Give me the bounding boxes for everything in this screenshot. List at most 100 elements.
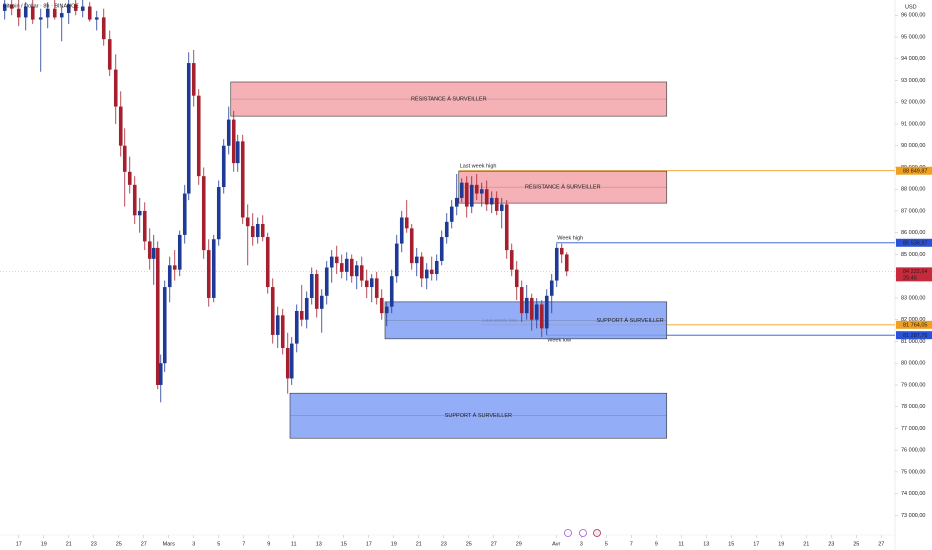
candle-body xyxy=(2,4,7,11)
icon[interactable] xyxy=(593,529,601,537)
candle-body xyxy=(206,250,211,298)
candle-body xyxy=(519,287,524,314)
x-tick-label: 17 xyxy=(16,541,22,547)
x-tick-label: 11 xyxy=(678,541,684,547)
candle-body xyxy=(270,287,275,335)
candle-body xyxy=(359,265,364,281)
candle-body xyxy=(509,250,514,270)
candle-body xyxy=(87,6,92,20)
candle-body xyxy=(280,315,285,348)
candle-body xyxy=(122,145,127,172)
level-price-box xyxy=(896,320,932,329)
candle-body xyxy=(319,295,324,309)
candle-body xyxy=(107,39,112,70)
x-tick-label: 25 xyxy=(116,541,122,547)
candle-body xyxy=(177,234,182,270)
icon[interactable] xyxy=(579,529,587,537)
candle-body xyxy=(151,247,156,259)
candle-body xyxy=(369,278,374,288)
y-tick-label: 76 000,00 xyxy=(901,448,925,454)
y-tick-label: 80 000,00 xyxy=(901,361,925,367)
candle-body xyxy=(235,141,240,164)
candle-body xyxy=(289,343,294,379)
x-tick-label: 27 xyxy=(491,541,497,547)
level-price: 88 849,87 xyxy=(903,168,927,174)
y-tick-label: 87 000,00 xyxy=(901,208,925,214)
level-label: Week high xyxy=(557,236,583,242)
candle-body xyxy=(167,265,172,288)
candle-body xyxy=(113,69,118,107)
level-price-box xyxy=(896,238,932,247)
x-tick-label: 15 xyxy=(728,541,734,547)
candle-body xyxy=(158,363,163,385)
y-tick-label: 91 000,00 xyxy=(901,121,925,127)
candle-body xyxy=(364,280,369,288)
zone-label: SUPPORT À SURVEILLER xyxy=(597,317,664,324)
candle-body xyxy=(245,217,250,227)
candle-body xyxy=(399,217,404,244)
candle-body xyxy=(419,256,424,279)
candle-body xyxy=(309,274,314,298)
y-tick-label: 90 000,00 xyxy=(901,143,925,149)
x-tick-label: 7 xyxy=(630,541,633,547)
zone-label: RÉSISTANCE À SURVEILLER xyxy=(525,184,601,191)
candle-body xyxy=(299,310,304,320)
y-tick-label: 95 000,00 xyxy=(901,34,925,40)
candle-body xyxy=(294,310,299,344)
candle-body xyxy=(285,347,290,379)
current-price: 84 222,64 xyxy=(903,269,927,275)
candle-body xyxy=(379,297,384,314)
level-label: Week low xyxy=(547,338,571,344)
level-price-box xyxy=(896,331,932,340)
y-tick-label: 77 000,00 xyxy=(901,426,925,432)
candle-body xyxy=(559,247,564,255)
candle-body xyxy=(439,237,444,261)
candle-body xyxy=(59,13,64,18)
x-tick-label: 25 xyxy=(466,541,472,547)
chart-title: Bitcoin / Dollar · 8h · BINANCE xyxy=(3,3,79,9)
y-tick-label: 79 000,00 xyxy=(901,382,925,388)
candle-body xyxy=(142,210,147,242)
x-tick-label: 17 xyxy=(753,541,759,547)
candle-body xyxy=(127,171,132,185)
candle-body xyxy=(80,6,85,11)
x-tick-label: 15 xyxy=(341,541,347,547)
candle-body xyxy=(349,258,354,277)
y-tick-label: 75 000,00 xyxy=(901,469,925,475)
x-tick-label: 27 xyxy=(141,541,147,547)
x-tick-label: 29 xyxy=(516,541,522,547)
candle-body xyxy=(9,4,14,9)
toolbar-icons[interactable] xyxy=(564,529,601,537)
candle-body xyxy=(73,4,78,11)
y-tick-label: 88 000,00 xyxy=(901,187,925,193)
candle-body xyxy=(147,241,152,259)
candle-body xyxy=(196,95,201,177)
candle-body xyxy=(434,260,439,275)
candle-body xyxy=(23,6,28,18)
candle-body xyxy=(539,304,544,329)
candle-body xyxy=(324,267,329,296)
y-tick-label: 92 000,00 xyxy=(901,100,925,106)
candle-body xyxy=(479,189,484,194)
candle-body xyxy=(444,221,449,238)
zone-label: RÉSISTANCE À SURVEILLER xyxy=(411,96,487,103)
candle-body xyxy=(52,8,57,18)
x-tick-label: 3 xyxy=(580,541,583,547)
x-tick-label: 23 xyxy=(828,541,834,547)
candle-body xyxy=(16,8,21,18)
x-tick-label: 19 xyxy=(391,541,397,547)
candle-body xyxy=(499,204,504,211)
level-label: Last week high xyxy=(460,164,497,170)
candle-body xyxy=(38,17,43,20)
x-tick-label: 21 xyxy=(803,541,809,547)
icon[interactable] xyxy=(564,529,572,537)
candle-body xyxy=(94,17,99,20)
candle-body xyxy=(250,226,255,238)
candle-body xyxy=(255,224,260,238)
candle-body xyxy=(354,265,359,277)
candle-body xyxy=(45,8,50,18)
x-tick-label: Avr xyxy=(552,541,560,547)
candle-body xyxy=(334,256,339,264)
